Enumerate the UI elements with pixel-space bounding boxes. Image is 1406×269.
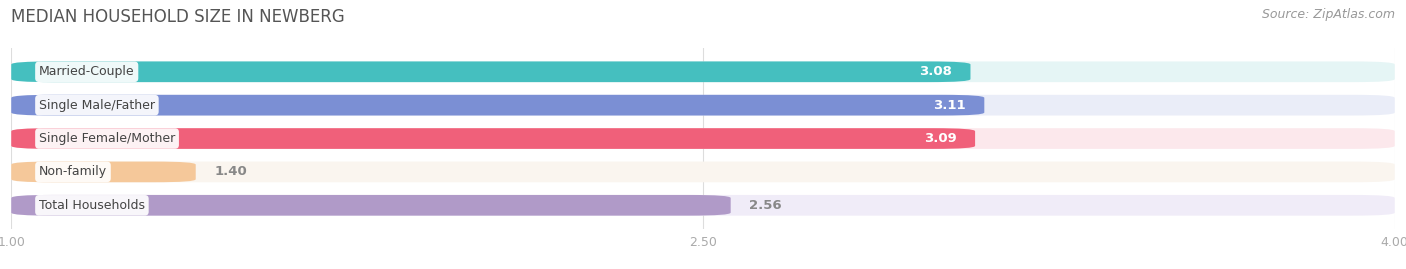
FancyBboxPatch shape [11, 162, 1395, 182]
Text: Total Households: Total Households [39, 199, 145, 212]
FancyBboxPatch shape [11, 128, 1395, 149]
Text: Single Female/Mother: Single Female/Mother [39, 132, 176, 145]
Text: 2.56: 2.56 [749, 199, 782, 212]
Text: 1.40: 1.40 [214, 165, 247, 178]
Text: Single Male/Father: Single Male/Father [39, 99, 155, 112]
FancyBboxPatch shape [11, 61, 1395, 82]
FancyBboxPatch shape [11, 61, 970, 82]
Text: Married-Couple: Married-Couple [39, 65, 135, 78]
FancyBboxPatch shape [11, 128, 976, 149]
Text: Non-family: Non-family [39, 165, 107, 178]
Text: Source: ZipAtlas.com: Source: ZipAtlas.com [1261, 8, 1395, 21]
Text: MEDIAN HOUSEHOLD SIZE IN NEWBERG: MEDIAN HOUSEHOLD SIZE IN NEWBERG [11, 8, 344, 26]
FancyBboxPatch shape [11, 95, 1395, 115]
FancyBboxPatch shape [11, 195, 731, 216]
Text: 3.09: 3.09 [924, 132, 956, 145]
FancyBboxPatch shape [11, 195, 1395, 216]
Text: 3.11: 3.11 [934, 99, 966, 112]
FancyBboxPatch shape [11, 162, 195, 182]
FancyBboxPatch shape [11, 95, 984, 115]
Text: 3.08: 3.08 [920, 65, 952, 78]
